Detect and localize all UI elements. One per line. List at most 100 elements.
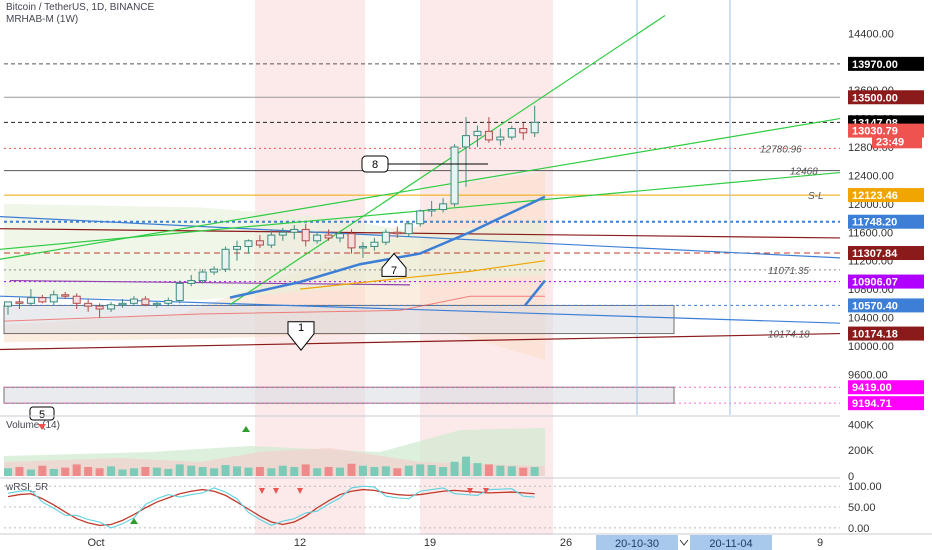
volume-bar bbox=[221, 465, 230, 476]
price-tag-label: 9419.00 bbox=[852, 382, 892, 394]
candle-body bbox=[221, 248, 230, 270]
rsi-tick-label: 50.00 bbox=[848, 502, 876, 514]
x-tick-label: Oct bbox=[87, 537, 104, 549]
candle-body bbox=[255, 240, 264, 246]
volume-bar bbox=[530, 466, 539, 476]
candle-body bbox=[61, 294, 70, 297]
volume-bar bbox=[313, 468, 322, 476]
volume-bar bbox=[152, 467, 161, 476]
volume-tick-label: 400K bbox=[848, 419, 874, 431]
price-tag-label: 23:49 bbox=[876, 136, 904, 148]
volume-bar bbox=[187, 465, 196, 476]
volume-bar bbox=[175, 464, 184, 476]
price-tag bbox=[848, 214, 924, 229]
rsi-marker bbox=[259, 488, 265, 494]
level-label: S-L bbox=[808, 191, 824, 202]
volume-bar bbox=[519, 467, 528, 476]
candle-body bbox=[38, 297, 47, 303]
rsi-signal-line bbox=[7, 485, 535, 529]
candle-body bbox=[210, 268, 219, 273]
candle-body bbox=[152, 302, 161, 306]
candle-body bbox=[118, 302, 127, 306]
callout-label: 7 bbox=[391, 265, 397, 277]
candle-body bbox=[507, 128, 516, 138]
trend-line bbox=[0, 295, 841, 324]
price-tag bbox=[848, 326, 924, 341]
candle-body bbox=[84, 302, 93, 307]
price-tag-label: 12123.46 bbox=[852, 190, 898, 202]
volume-bar bbox=[484, 464, 493, 476]
volume-tick-label: 0 bbox=[848, 471, 854, 483]
price-tag bbox=[848, 380, 924, 395]
candle-body bbox=[462, 135, 470, 148]
candle-body bbox=[290, 228, 299, 233]
level-label: 12468 bbox=[790, 167, 818, 178]
y-tick-label: 10400.00 bbox=[848, 313, 894, 325]
callout-label: 8 bbox=[372, 159, 378, 171]
candle-body bbox=[450, 146, 459, 205]
volume-bar bbox=[416, 464, 425, 476]
rsi-marker bbox=[130, 518, 138, 524]
candle-body bbox=[439, 203, 448, 211]
volume-bar bbox=[233, 466, 241, 476]
candle-body bbox=[393, 231, 402, 235]
candle-body bbox=[4, 301, 12, 307]
volume-bar bbox=[244, 467, 253, 476]
volume-bar bbox=[358, 465, 367, 476]
price-tag bbox=[848, 396, 924, 411]
volume-bar bbox=[496, 465, 505, 476]
ma-line bbox=[524, 279, 546, 307]
price-tag-label: 11307.84 bbox=[852, 248, 898, 260]
candle-body bbox=[164, 299, 173, 304]
candle-body bbox=[15, 301, 24, 304]
candle-body bbox=[175, 282, 184, 301]
volume-bar bbox=[4, 468, 12, 476]
volume-bar bbox=[118, 469, 127, 476]
volume-bar bbox=[347, 463, 356, 476]
ma-line bbox=[3, 295, 545, 322]
y-tick-label: 14400.00 bbox=[848, 28, 894, 40]
time-tag-label: 20-10-30 bbox=[615, 538, 659, 550]
candle-body bbox=[72, 295, 81, 304]
volume-title: Volume (14) bbox=[6, 420, 60, 431]
volume-marker bbox=[38, 424, 46, 430]
rsi-marker bbox=[467, 488, 473, 494]
time-tag bbox=[596, 535, 678, 550]
volume-bar bbox=[15, 466, 24, 476]
time-tag-label: 20-11-04 bbox=[709, 538, 752, 550]
candle-body bbox=[267, 234, 276, 246]
price-tag-label: 13500.00 bbox=[852, 92, 898, 104]
volume-bar bbox=[210, 468, 219, 476]
x-tick-label: 9 bbox=[817, 537, 823, 549]
candle-body bbox=[416, 210, 425, 225]
price-tag-label: 10570.40 bbox=[852, 300, 898, 312]
candle-body bbox=[427, 209, 436, 212]
candle-body bbox=[107, 304, 116, 310]
volume-bar bbox=[393, 468, 402, 476]
volume-bar bbox=[49, 468, 58, 476]
volume-bar bbox=[473, 463, 482, 476]
chart-symbol-title: Bitcoin / TetherUS, 1D, BINANCE bbox=[6, 2, 155, 13]
time-tag bbox=[690, 535, 772, 550]
volume-bar bbox=[198, 466, 207, 476]
level-label: 12780.96 bbox=[760, 144, 802, 155]
volume-bar bbox=[462, 456, 470, 476]
candle-body bbox=[129, 298, 138, 304]
y-tick-label: 10000.00 bbox=[848, 341, 894, 353]
level-label: 11071.35 bbox=[768, 266, 809, 277]
cloud-band bbox=[4, 203, 545, 300]
candle-body bbox=[49, 294, 58, 303]
rsi-marker bbox=[297, 488, 303, 494]
volume-bar bbox=[141, 466, 150, 476]
volume-bar bbox=[61, 467, 70, 476]
price-tag bbox=[848, 188, 924, 203]
volume-bar bbox=[26, 469, 35, 476]
price-tag-label: 10906.07 bbox=[852, 277, 898, 289]
candle-body bbox=[244, 240, 253, 247]
candle-body bbox=[381, 231, 390, 243]
callout-label: 5 bbox=[39, 409, 45, 421]
x-tick-label: 26 bbox=[560, 537, 572, 549]
callout-box bbox=[29, 406, 55, 421]
volume-tick-label: 200K bbox=[848, 445, 874, 457]
